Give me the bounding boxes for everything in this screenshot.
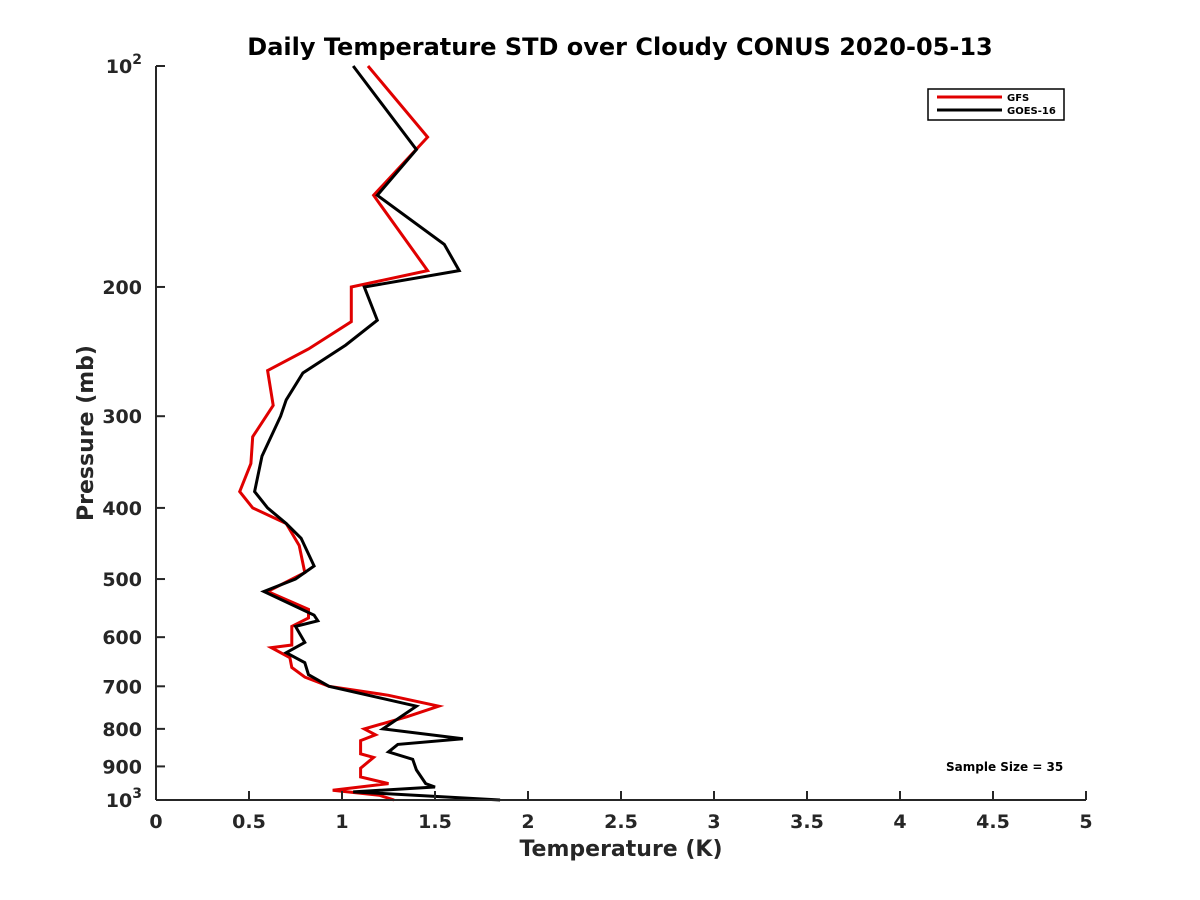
legend: GFS GOES-16 (927, 88, 1065, 121)
x-tick-label: 4.5 (976, 811, 1010, 833)
y-tick-exponent: 3 (132, 786, 142, 802)
series-layer (237, 65, 501, 802)
y-tick-exponent: 2 (132, 52, 142, 68)
y-tick-label: 400 (102, 498, 142, 520)
x-tick-label: 2 (521, 811, 534, 833)
y-tick-label: 300 (102, 406, 142, 428)
x-tick-label: 0.5 (232, 811, 266, 833)
x-axis-label: Temperature (K) (519, 837, 722, 862)
x-tick-label: 3 (707, 811, 720, 833)
y-tick-label: 500 (102, 569, 142, 591)
y-tick-label: 103 (106, 786, 142, 812)
x-tick-label: 3.5 (790, 811, 824, 833)
x-tick-label: 5 (1079, 811, 1092, 833)
x-tick-label: 4 (893, 811, 906, 833)
x-tick-label: 2.5 (604, 811, 638, 833)
series-line-1 (252, 65, 501, 802)
series-line-0 (237, 65, 445, 802)
y-tick-base: 10 (106, 790, 132, 812)
y-axis-label: Pressure (mb) (74, 345, 99, 521)
y-tick-label: 600 (102, 627, 142, 649)
x-tick-label: 1.5 (418, 811, 452, 833)
sample-size-annotation: Sample Size = 35 (946, 760, 1063, 774)
legend-box (927, 88, 1065, 121)
y-tick-label: 102 (106, 52, 142, 78)
x-tick-label: 0 (149, 811, 162, 833)
y-tick-label: 700 (102, 676, 142, 698)
y-tick-base: 10 (106, 56, 132, 78)
y-tick-label: 900 (102, 756, 142, 778)
chart-title: Daily Temperature STD over Cloudy CONUS … (247, 33, 992, 61)
y-tick-label: 800 (102, 719, 142, 741)
legend-label-gfs: GFS (1007, 93, 1029, 104)
x-ticks: 0 0.5 1 1.5 2 2.5 3 3.5 4 4.5 5 (149, 791, 1093, 833)
legend-label-goes16: GOES-16 (1007, 106, 1056, 117)
y-tick-label: 200 (102, 277, 142, 299)
x-tick-label: 1 (335, 811, 348, 833)
